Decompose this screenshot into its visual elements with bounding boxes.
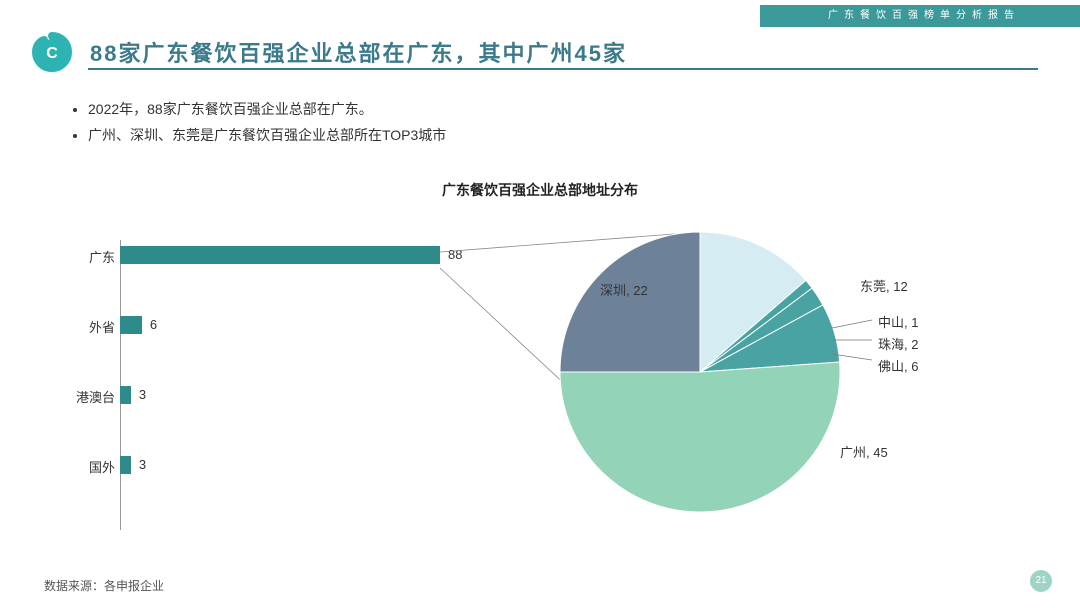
slide: 广东餐饮百强榜单分析报告 C C 88家广东餐饮百强企业总部在广东，其中广州45… <box>0 0 1080 608</box>
logo-icon: C C <box>32 32 72 72</box>
bar-label: 广东 <box>60 247 115 266</box>
bullet-item: 广州、深圳、东莞是广东餐饮百强企业总部所在TOP3城市 <box>88 122 446 148</box>
bullet-list: 2022年，88家广东餐饮百强企业总部在广东。 广州、深圳、东莞是广东餐饮百强企… <box>70 96 446 148</box>
pie-label: 东莞, 12 <box>860 276 908 295</box>
pie-slice-深圳 <box>560 232 700 372</box>
pie-chart: 东莞, 12中山, 1珠海, 2佛山, 6广州, 45深圳, 22 <box>560 232 840 512</box>
bar <box>120 456 131 474</box>
pie-label: 珠海, 2 <box>878 334 918 353</box>
header-breadcrumb: 广东餐饮百强榜单分析报告 <box>760 5 1080 27</box>
bar-value: 6 <box>150 317 157 332</box>
bar <box>120 246 440 264</box>
pie-label: 深圳, 22 <box>600 280 648 299</box>
pie-slice-广州 <box>560 362 840 512</box>
page-title: 88家广东餐饮百强企业总部在广东，其中广州45家 <box>90 36 627 68</box>
bar-row: 港澳台3 <box>120 380 480 450</box>
bar-label: 港澳台 <box>60 387 115 406</box>
bar-label: 国外 <box>60 457 115 476</box>
page-number: 21 <box>1030 570 1052 592</box>
title-underline <box>88 68 1038 70</box>
pie-label: 佛山, 6 <box>878 356 918 375</box>
bar-row: 国外3 <box>120 450 480 520</box>
bullet-item: 2022年，88家广东餐饮百强企业总部在广东。 <box>88 96 446 122</box>
bar-chart: 广东88外省6港澳台3国外3 <box>120 240 480 540</box>
bar-value: 3 <box>139 387 146 402</box>
bar <box>120 316 142 334</box>
bar-value: 3 <box>139 457 146 472</box>
pie-label: 广州, 45 <box>840 442 888 461</box>
bar <box>120 386 131 404</box>
bar-row: 外省6 <box>120 310 480 380</box>
pie-label: 中山, 1 <box>878 312 918 331</box>
bar-row: 广东88 <box>120 240 480 310</box>
chart-title: 广东餐饮百强企业总部地址分布 <box>0 180 1080 200</box>
data-source: 数据来源：各申报企业 <box>44 577 164 594</box>
bar-value: 88 <box>448 247 462 262</box>
svg-text:C: C <box>46 45 58 62</box>
pie-svg <box>560 232 840 512</box>
bar-label: 外省 <box>60 317 115 336</box>
